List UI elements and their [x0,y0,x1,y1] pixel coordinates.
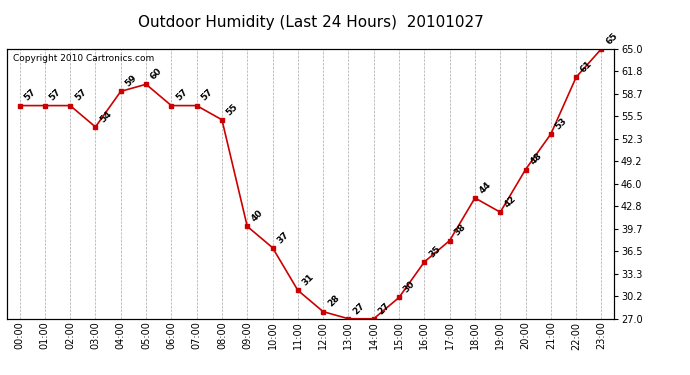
Text: Outdoor Humidity (Last 24 Hours)  20101027: Outdoor Humidity (Last 24 Hours) 2010102… [137,15,484,30]
Text: 59: 59 [124,74,139,88]
Text: 44: 44 [477,180,493,195]
Text: 55: 55 [225,102,240,117]
Text: 40: 40 [250,209,265,224]
Text: 61: 61 [579,59,594,74]
Text: 27: 27 [351,301,366,316]
Text: 54: 54 [98,109,114,124]
Text: 48: 48 [529,152,544,167]
Text: Copyright 2010 Cartronics.com: Copyright 2010 Cartronics.com [13,54,155,63]
Text: 35: 35 [427,244,442,259]
Text: 31: 31 [301,272,316,288]
Text: 28: 28 [326,294,341,309]
Text: 57: 57 [174,87,190,103]
Text: 60: 60 [149,66,164,81]
Text: 57: 57 [22,87,38,103]
Text: 53: 53 [553,116,569,131]
Text: 38: 38 [453,223,468,238]
Text: 37: 37 [275,230,290,245]
Text: 57: 57 [48,87,63,103]
Text: 27: 27 [377,301,392,316]
Text: 42: 42 [503,194,518,209]
Text: 57: 57 [73,87,88,103]
Text: 30: 30 [402,279,417,295]
Text: 65: 65 [604,31,620,46]
Text: 57: 57 [199,87,215,103]
